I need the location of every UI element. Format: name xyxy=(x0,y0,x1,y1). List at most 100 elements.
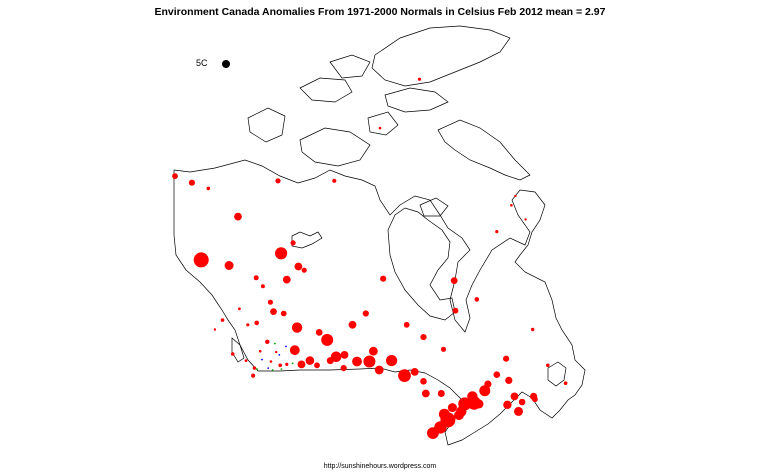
station-marker xyxy=(363,355,376,368)
station-marker xyxy=(294,262,303,271)
station-marker xyxy=(291,322,303,333)
station-marker xyxy=(258,349,262,353)
station-marker xyxy=(253,275,259,281)
legend-label: 5C xyxy=(196,58,208,68)
station-marker xyxy=(495,230,499,234)
station-marker xyxy=(172,173,178,180)
station-marker xyxy=(510,204,513,207)
station-marker xyxy=(474,297,480,302)
station-marker-cool xyxy=(285,345,287,348)
station-marker-cool xyxy=(271,369,274,371)
station-marker xyxy=(213,328,217,331)
map-title: Environment Canada Anomalies From 1971-2… xyxy=(154,6,606,18)
station-marker xyxy=(278,363,283,368)
station-marker xyxy=(282,275,291,284)
station-marker xyxy=(493,371,501,379)
station-marker xyxy=(447,403,457,413)
station-marker xyxy=(188,179,195,186)
station-marker-cool xyxy=(261,358,263,361)
devon-island-outline xyxy=(384,87,449,113)
station-marker xyxy=(479,385,491,397)
station-marker-cool xyxy=(291,362,294,365)
station-marker xyxy=(456,406,467,417)
ellesmere-island-outline xyxy=(371,25,511,87)
station-marker xyxy=(438,408,450,420)
station-marker xyxy=(410,368,419,376)
hudson-bay-outline xyxy=(387,207,456,321)
southampton-island-outline xyxy=(419,197,449,217)
melville-island-outline xyxy=(329,54,371,79)
footer-credit: http://sunshinehours.wordpress.com xyxy=(323,463,437,470)
station-marker-cool xyxy=(274,342,276,345)
station-marker xyxy=(362,310,369,317)
station-marker xyxy=(275,247,288,260)
station-marker xyxy=(374,365,384,375)
station-marker xyxy=(244,359,248,362)
station-marker xyxy=(332,178,337,183)
station-marker xyxy=(510,392,519,401)
station-marker xyxy=(340,351,349,359)
station-marker-cool xyxy=(280,368,283,370)
station-marker xyxy=(289,345,300,356)
station-marker xyxy=(321,333,334,346)
station-marker xyxy=(270,308,277,315)
station-marker xyxy=(514,406,523,416)
station-marker xyxy=(246,323,250,327)
baffin-island-outline xyxy=(437,119,531,181)
banks-island-outline xyxy=(247,107,286,143)
station-marker xyxy=(348,320,357,329)
station-marker xyxy=(563,381,568,386)
station-marker xyxy=(234,212,242,221)
station-marker xyxy=(224,261,234,270)
station-marker xyxy=(230,352,235,356)
station-marker xyxy=(275,178,281,184)
station-marker xyxy=(280,310,287,317)
station-marker xyxy=(275,350,278,354)
station-marker xyxy=(474,399,484,409)
station-marker xyxy=(420,378,427,385)
station-marker xyxy=(514,194,517,198)
station-marker xyxy=(297,360,306,369)
station-marker-cool xyxy=(278,354,281,356)
station-marker xyxy=(386,355,398,367)
station-marker xyxy=(378,126,382,130)
mainland-outline xyxy=(173,159,586,446)
station-marker xyxy=(380,275,387,282)
station-marker xyxy=(305,356,315,365)
station-marker xyxy=(450,277,458,284)
station-marker xyxy=(340,365,347,372)
legend-dot xyxy=(222,60,230,68)
canada-outline xyxy=(173,25,586,446)
victoria-island-outline xyxy=(299,127,371,167)
station-marker xyxy=(518,398,526,406)
station-marker xyxy=(437,390,445,397)
station-marker xyxy=(531,327,535,332)
station-marker xyxy=(315,329,323,336)
station-marker xyxy=(503,400,512,409)
station-marker xyxy=(532,396,538,403)
station-marker xyxy=(467,391,478,402)
station-marker xyxy=(484,380,492,388)
station-marker xyxy=(505,376,513,384)
station-marker xyxy=(452,307,459,314)
station-marker xyxy=(440,346,447,352)
vancouver-island-outline xyxy=(231,337,245,363)
station-marker xyxy=(206,186,211,191)
great-bear-lake-outline xyxy=(291,231,323,249)
station-marker-cool xyxy=(267,367,270,369)
station-marker xyxy=(238,307,241,311)
station-marker xyxy=(252,366,257,370)
station-marker xyxy=(254,320,259,326)
newfoundland-outline xyxy=(547,361,567,387)
station-marker xyxy=(403,321,410,328)
station-marker xyxy=(427,427,439,439)
station-marker xyxy=(417,77,422,81)
station-marker xyxy=(314,362,320,369)
station-marker xyxy=(398,369,411,382)
station-marker xyxy=(267,299,273,305)
station-marker xyxy=(301,267,307,273)
station-marker xyxy=(421,389,430,398)
station-marker xyxy=(285,362,289,366)
parry-islands-outline xyxy=(299,77,353,103)
